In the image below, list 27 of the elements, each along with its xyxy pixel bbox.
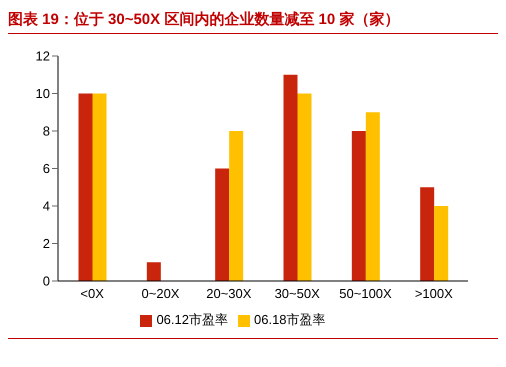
bar [284, 74, 298, 281]
y-tick-label: 12 [36, 48, 50, 64]
y-tick-label: 10 [36, 86, 50, 102]
legend-label: 06.12市盈率 [156, 312, 228, 327]
x-tick-label: <0X [80, 286, 104, 302]
y-tick-label: 4 [42, 198, 50, 214]
x-tick-label: >100X [414, 286, 454, 302]
y-tick-label: 0 [42, 274, 50, 289]
y-tick-label: 2 [42, 236, 50, 252]
x-tick-label: 50~100X [339, 286, 392, 302]
y-tick-label: 6 [42, 161, 50, 176]
bar [420, 187, 434, 281]
bar [78, 94, 92, 281]
bar [229, 131, 244, 281]
y-tick-label: 8 [42, 124, 50, 139]
x-tick-label: 0~20X [142, 286, 180, 302]
bar [215, 168, 230, 281]
bar [92, 94, 106, 281]
x-tick-label: 30~50X [274, 286, 320, 302]
bar [298, 94, 312, 281]
chart-title: 图表 19：位于 30~50X 区间内的企业数量减至 10 家（家） [8, 8, 498, 34]
bar [434, 206, 448, 281]
legend-label: 06.18市盈率 [254, 312, 326, 327]
x-tick-label: 20~30X [206, 286, 252, 302]
bar [352, 131, 366, 281]
bar [366, 112, 380, 281]
bar [146, 262, 161, 281]
